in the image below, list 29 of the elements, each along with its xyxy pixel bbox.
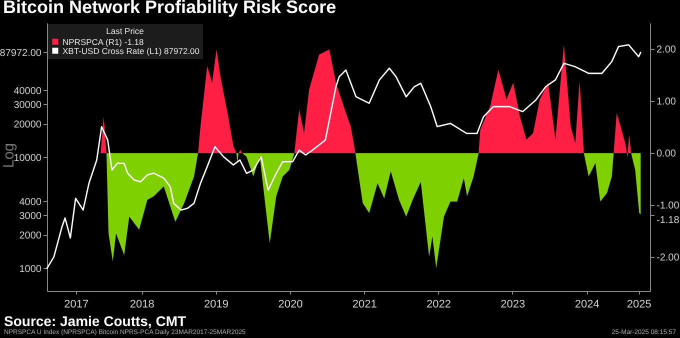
y2-tick-label: -1.00 [656,200,680,212]
y2-tick-label: 0.00 [656,148,676,160]
x-tick-label: 2018 [130,298,154,310]
x-tick-label: 2025 [626,298,652,310]
y-tick-label: 4000 [19,196,42,208]
x-tick-label: 2020 [278,298,303,310]
x-tick-label: 2021 [352,298,377,310]
y-tick-label: 1000 [19,264,42,275]
legend-label: NPRSPCA (R1) -1.18 [62,36,144,47]
y2-tick-label: 2.00 [656,44,676,56]
legend-label: XBT-USD Cross Rate (L1) 87972.00 [62,46,200,56]
y2-tick-label: -1.18 [656,215,680,226]
legend-title: Last Price [106,26,144,36]
y2-tick-label: 1.00 [656,96,676,108]
y-tick-label: 30000 [14,100,42,111]
y-tick-label: 20000 [14,119,42,130]
x-tick-label: 2017 [64,298,89,310]
y-tick-label: 3000 [19,210,42,222]
y-tick-label: 87972.00 [0,48,42,59]
x-tick-label: 2022 [426,298,451,310]
y-tick-label: 2000 [19,230,42,242]
y2-tick-label: -2.00 [656,252,680,264]
chart-title: Bitcoin Network Profiability Risk Score [3,0,336,17]
source-note: Source: Jamie Coutts, CMT [4,313,186,329]
x-tick-label: 2023 [500,298,526,310]
y-tick-label: 10000 [14,152,42,164]
x-tick-label: 2019 [204,298,228,310]
y-tick-label: 40000 [14,86,42,97]
x-tick-label: 2024 [574,298,600,310]
